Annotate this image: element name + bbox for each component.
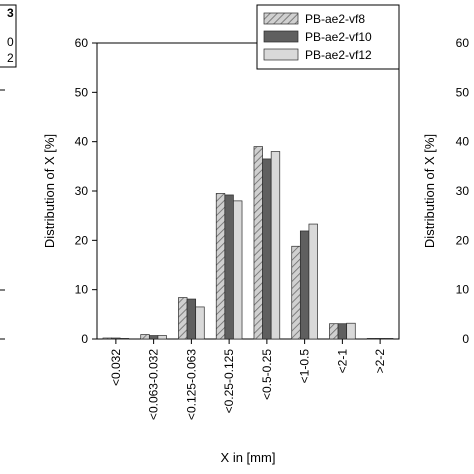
x-tick-label: <1-0.5 [298, 349, 312, 384]
x-tick-label: <0.125-0.063 [184, 349, 198, 420]
bar-PB-ae2-vf12-1 [157, 335, 167, 340]
left-legend-title: 3 [7, 6, 14, 20]
right-y-tick-label: 60 [456, 36, 470, 50]
left-legend-line-2: 2 [7, 51, 14, 65]
bar-PB-ae2-vf10-5 [299, 230, 310, 340]
bar-PB-ae2-vf8-5 [291, 245, 301, 340]
bar-PB-ae2-vf8-1 [140, 334, 150, 340]
bar-PB-ae2-vf12-3 [233, 200, 243, 340]
y-tick-label: 10 [75, 283, 89, 297]
y-tick-label: 40 [75, 135, 89, 149]
x-axis: <0.032 <0.063-0.032 <0.125-0.063 <0.25-0.12… [109, 339, 387, 420]
x-tick-label: <0.063-0.032 [147, 349, 161, 420]
right-y-axis: 60 50 40 30 20 10 0 [456, 36, 470, 346]
y-axis-title: Distribution of X [%] [42, 134, 57, 248]
legend-label: PB-ae2-vf8 [305, 12, 365, 26]
plot-frame [96, 42, 400, 340]
bar-PB-ae2-vf8-2 [178, 297, 188, 340]
main-plot: 0 10 20 30 40 50 60 <0.032 <0.063-0.032 <0.125-0… [42, 4, 400, 465]
bar-PB-ae2-vf12-5 [308, 223, 318, 340]
legend-label: PB-ae2-vf10 [305, 30, 372, 44]
bar-PB-ae2-vf12-4 [270, 151, 281, 340]
bar-PB-ae2-vf10-2 [186, 298, 197, 340]
bar-PB-ae2-vf8-7 [366, 338, 377, 340]
right-y-tick-label: 40 [456, 135, 470, 149]
legend-swatch [263, 48, 299, 61]
y-axis: 0 10 20 30 40 50 60 [75, 36, 97, 346]
bar-PB-ae2-vf12-6 [346, 322, 356, 340]
x-tick-label: <0.25-0.125 [222, 349, 236, 414]
legend-swatch [263, 12, 299, 25]
right-y-axis-title: Distribution of X [%] [422, 134, 437, 248]
bars [102, 146, 394, 340]
x-tick-label: <2-1 [335, 349, 349, 374]
bar-PB-ae2-vf8-4 [253, 146, 263, 340]
bar-PB-ae2-vf10-7 [375, 338, 385, 340]
left-legend-line-1: 0 [7, 35, 14, 49]
bar-PB-ae2-vf12-7 [384, 338, 394, 340]
y-tick-label: 60 [75, 36, 89, 50]
right-y-tick-label: 10 [456, 283, 470, 297]
bar-PB-ae2-vf12-2 [195, 306, 205, 340]
y-tick-label: 50 [75, 85, 89, 99]
left-chart-fragment: 3 0 2 [0, 4, 17, 340]
x-tick-label: >2-2 [373, 349, 387, 374]
bar-PB-ae2-vf12-0 [119, 338, 130, 340]
legend: PB-ae2-vf8 PB-ae2-vf10 PB-ae2-vf12 [256, 4, 400, 70]
y-tick-label: 0 [81, 332, 88, 346]
bar-PB-ae2-vf8-3 [215, 193, 226, 340]
x-axis-title: X in [mm] [221, 450, 276, 465]
y-tick-label: 30 [75, 184, 89, 198]
bar-PB-ae2-vf10-3 [224, 194, 234, 340]
right-y-tick-label: 0 [462, 332, 469, 346]
x-tick-label: <0.032 [109, 349, 123, 386]
bar-PB-ae2-vf10-4 [262, 158, 272, 340]
right-chart-fragment: Distribution of X [%] 60 50 40 30 20 10 0 [422, 36, 469, 346]
x-tick-label: <0.5-0.25 [260, 349, 274, 400]
bar-PB-ae2-vf8-6 [329, 323, 339, 340]
right-y-tick-label: 50 [456, 85, 470, 99]
legend-label: PB-ae2-vf12 [305, 48, 372, 62]
right-y-tick-label: 20 [456, 233, 470, 247]
legend-swatch [263, 30, 299, 43]
bar-PB-ae2-vf10-1 [148, 335, 159, 340]
y-tick-label: 20 [75, 233, 89, 247]
bar-PB-ae2-vf8-0 [102, 337, 112, 340]
bar-PB-ae2-vf10-0 [111, 337, 121, 340]
right-y-tick-label: 30 [456, 184, 470, 198]
bar-PB-ae2-vf10-6 [337, 323, 348, 340]
left-legend-box [0, 4, 17, 68]
